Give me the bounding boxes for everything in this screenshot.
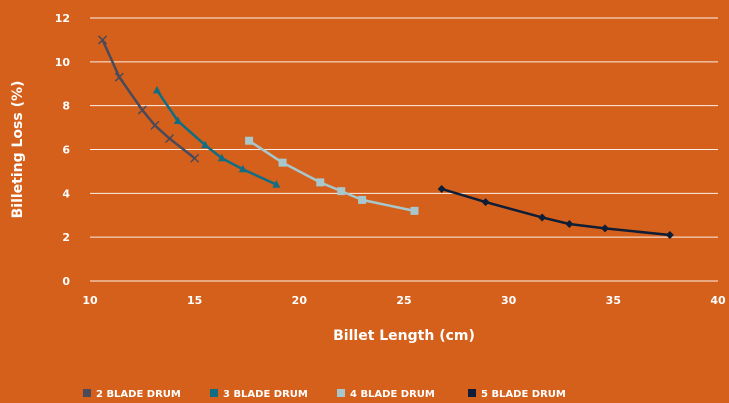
legend-item: 4 BLADE DRUM — [337, 389, 435, 400]
x-tick-label: 25 — [396, 294, 411, 307]
legend-label: 3 BLADE DRUM — [223, 389, 308, 400]
x-tick-label: 20 — [292, 294, 308, 307]
data-point — [565, 220, 574, 229]
legend-item: 5 BLADE DRUM — [468, 389, 566, 400]
data-point — [190, 153, 200, 163]
x-tick-label: 10 — [82, 294, 98, 307]
data-point — [665, 230, 674, 239]
series-line — [441, 187, 670, 237]
legend-label: 4 BLADE DRUM — [350, 389, 435, 400]
x-tick-label: 30 — [501, 294, 517, 307]
x-axis-ticks: 10 15 20 25 30 35 40 — [82, 294, 726, 307]
data-point — [538, 213, 547, 222]
legend-swatch — [210, 389, 218, 397]
x-tick-label: 40 — [710, 294, 726, 307]
y-tick-label: 4 — [62, 187, 70, 200]
legend-item: 3 BLADE DRUM — [210, 389, 308, 400]
series-3-blade — [152, 85, 281, 188]
data-point — [358, 195, 367, 204]
series-line — [155, 89, 277, 186]
series-2-blade — [98, 35, 200, 163]
legend-label: 5 BLADE DRUM — [481, 389, 566, 400]
y-tick-label: 12 — [55, 12, 70, 25]
y-tick-label: 10 — [55, 56, 71, 69]
y-axis-ticks: 0 2 4 6 8 10 12 — [55, 12, 71, 288]
x-tick-label: 35 — [606, 294, 621, 307]
legend-swatch — [83, 389, 91, 397]
series-line — [248, 139, 415, 213]
data-point — [165, 134, 175, 144]
data-point — [114, 72, 124, 82]
data-point — [137, 105, 147, 115]
data-point — [173, 116, 182, 125]
series-4-blade — [245, 136, 419, 215]
data-point — [150, 120, 160, 130]
series-line — [101, 39, 196, 160]
y-tick-label: 6 — [62, 144, 70, 157]
y-axis-title: Billeting Loss (%) — [10, 81, 26, 219]
data-point — [98, 35, 108, 45]
legend-swatch — [337, 389, 345, 397]
data-point — [437, 184, 446, 193]
data-point — [481, 198, 490, 207]
legend-label: 2 BLADE DRUM — [96, 389, 181, 400]
y-tick-label: 0 — [62, 275, 70, 288]
legend-swatch — [468, 389, 476, 397]
x-tick-label: 15 — [187, 294, 202, 307]
data-point — [245, 136, 254, 145]
legend: 2 BLADE DRUM 3 BLADE DRUM 4 BLADE DRUM 5 BL… — [83, 389, 566, 400]
data-point — [217, 153, 226, 162]
data-point — [600, 224, 609, 233]
data-point — [337, 187, 346, 196]
data-point — [238, 164, 247, 173]
series-5-blade — [437, 184, 674, 239]
data-point — [272, 180, 281, 188]
y-tick-label: 2 — [62, 231, 70, 244]
x-axis-title: Billet Length (cm) — [333, 328, 475, 344]
data-point — [410, 206, 419, 215]
data-point — [152, 85, 161, 94]
data-point — [278, 158, 287, 167]
series-layer — [98, 35, 674, 239]
data-point — [316, 178, 325, 187]
y-tick-label: 8 — [62, 100, 70, 113]
legend-item: 2 BLADE DRUM — [83, 389, 181, 400]
gridlines — [90, 17, 718, 282]
data-point — [201, 140, 210, 149]
